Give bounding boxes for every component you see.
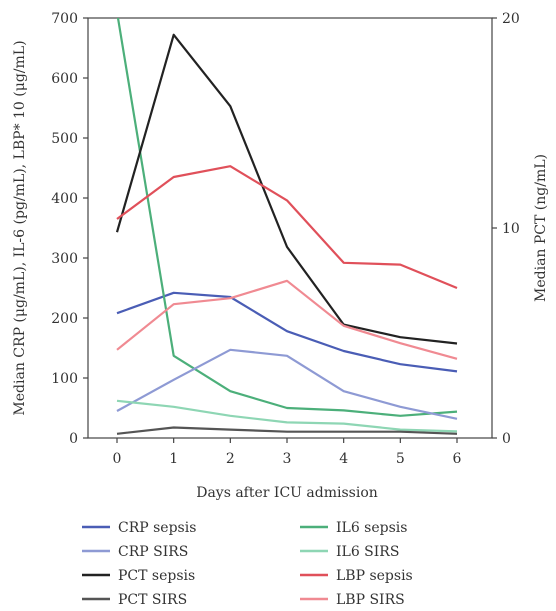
y-left-tick-label: 500 [51, 131, 78, 147]
legend-label: LBP SIRS [336, 592, 405, 607]
plot-frame [87, 17, 493, 439]
y-left-tick-label: 600 [51, 71, 78, 87]
legend-label: LBP sepsis [336, 568, 413, 584]
x-tick-label: 3 [283, 451, 292, 467]
legend-label: CRP sepsis [118, 520, 196, 536]
plot-border [87, 17, 493, 439]
series-line-il6-sepsis [116, 18, 458, 417]
series-line-crp-sirs [116, 348, 458, 420]
y-axis-left-label: Median CRP (μg/mL), IL-6 (pg/mL), LBP* 1… [12, 40, 28, 415]
legend-label: CRP SIRS [118, 544, 188, 560]
series-line-lbp-sepsis [116, 165, 458, 290]
series-line-pct-sirs [116, 426, 458, 435]
series-line-lbp-sirs [116, 279, 458, 360]
x-axis-label: Days after ICU admission [196, 485, 378, 501]
legend-label: IL6 SIRS [336, 544, 399, 560]
y-axis-left: 0 100 200 300 400 500 600 700 [51, 11, 88, 447]
y-right-tick-label: 20 [502, 11, 520, 27]
y-right-tick-label: 0 [502, 431, 511, 447]
y-left-tick-label: 700 [51, 11, 78, 27]
legend-label: PCT sepsis [118, 568, 195, 584]
legend-label: IL6 sepsis [336, 520, 407, 536]
x-tick-label: 4 [339, 451, 348, 467]
legend-label: PCT SIRS [118, 592, 187, 607]
series-line-il6-sirs [116, 399, 458, 433]
y-left-tick-label: 200 [51, 311, 78, 327]
y-axis-right: 0 10 20 [492, 11, 520, 447]
y-left-tick-label: 0 [69, 431, 78, 447]
y-axis-right-label: Median PCT (ng/mL) [533, 154, 549, 302]
y-right-tick-label: 10 [502, 221, 520, 237]
y-left-tick-label: 400 [51, 191, 78, 207]
y-left-tick-label: 300 [51, 251, 78, 267]
x-tick-label: 1 [169, 451, 178, 467]
x-tick-label: 5 [396, 451, 405, 467]
x-tick-label: 0 [113, 451, 122, 467]
x-tick-label: 2 [226, 451, 235, 467]
series-line-crp-sepsis [116, 291, 458, 373]
series-line-pct-sepsis [115, 33, 458, 345]
y-left-tick-label: 100 [51, 371, 78, 387]
legend: CRP sepsis IL6 sepsis CRP SIRS IL6 SIRS PCT … [82, 520, 413, 608]
series-lines [115, 18, 458, 435]
x-tick-label: 6 [453, 451, 462, 467]
x-axis: 0 1 2 3 4 5 6 [113, 438, 462, 467]
